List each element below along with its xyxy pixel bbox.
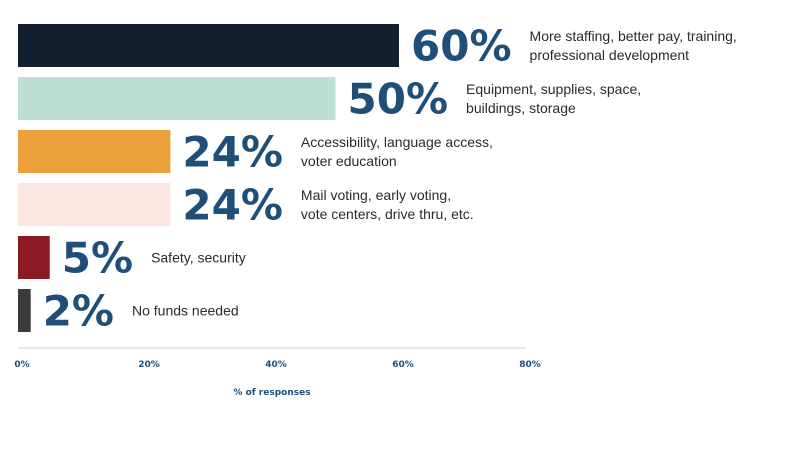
bar-category-label: Equipment, supplies, space, (466, 81, 641, 97)
x-tick-label: 0% (14, 360, 29, 370)
bar-value-label: 24% (182, 181, 283, 230)
bar-value-label: 60% (411, 22, 512, 71)
bar-category-label: More staffing, better pay, training, (530, 28, 737, 44)
bar-category-label: Safety, security (151, 250, 246, 266)
x-tick-label: 40% (265, 360, 287, 370)
bar-5 (18, 236, 50, 279)
bar-value-label: 5% (62, 234, 133, 283)
bar-category-label: Accessibility, language access, (301, 134, 493, 150)
bar-4 (18, 183, 171, 226)
x-axis-ticks: 0% 20% 40% 60% 80% (14, 360, 540, 370)
bar-category-label: vote centers, drive thru, etc. (301, 206, 474, 222)
bar-category-label: professional development (530, 47, 690, 63)
bar-value-label: 24% (182, 128, 283, 177)
bar-value-label: 50% (348, 75, 449, 124)
bar-category-label: Mail voting, early voting, (301, 187, 451, 203)
bar-category-label: voter education (301, 153, 397, 169)
x-axis-title: % of responses (233, 388, 310, 398)
x-tick-label: 80% (519, 360, 541, 370)
bar-1 (18, 24, 399, 67)
bar-category-label: No funds needed (132, 303, 239, 319)
bar-category-label: buildings, storage (466, 100, 576, 116)
bar-2 (18, 77, 336, 120)
bars-layer: 60% More staffing, better pay, training, p… (18, 22, 737, 336)
bar-value-label: 2% (43, 287, 114, 336)
bar-3 (18, 130, 171, 173)
x-tick-label: 20% (138, 360, 160, 370)
x-tick-label: 60% (392, 360, 414, 370)
bar-6 (18, 289, 31, 332)
